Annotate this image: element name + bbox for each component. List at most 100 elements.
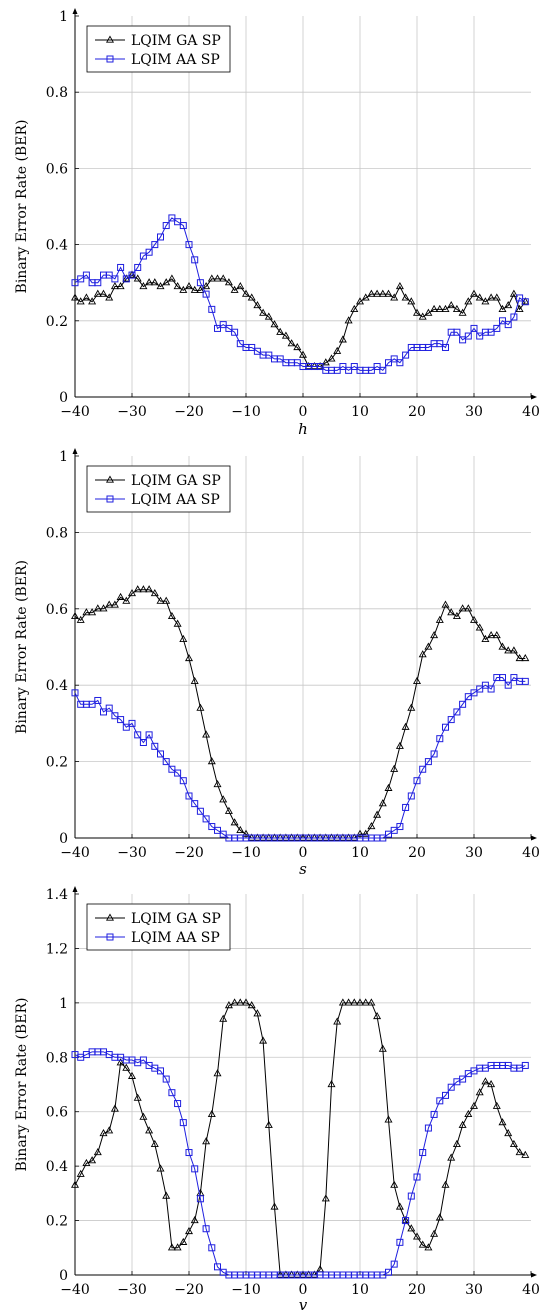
data-point — [127, 270, 137, 278]
data-point — [396, 1238, 404, 1246]
data-point — [487, 685, 495, 693]
data-point — [276, 1270, 285, 1278]
data-point — [402, 1217, 410, 1225]
data-point — [379, 834, 387, 842]
data-point — [475, 623, 484, 631]
data-point — [264, 312, 273, 320]
data-point — [350, 304, 359, 312]
data-point — [191, 800, 199, 808]
data-point — [407, 703, 416, 711]
data-point — [367, 289, 376, 297]
data-point — [390, 1260, 398, 1268]
data-point — [270, 1202, 279, 1210]
x-axis-arrow-icon — [531, 394, 537, 400]
data-point — [435, 304, 444, 312]
data-point — [442, 343, 449, 351]
data-point — [504, 1128, 513, 1137]
data-point — [145, 278, 154, 286]
data-point — [207, 1109, 216, 1118]
data-point — [304, 1270, 313, 1278]
data-point — [401, 1216, 410, 1224]
data-point — [385, 1268, 392, 1276]
data-point — [469, 289, 479, 297]
data-point — [145, 731, 153, 739]
data-point — [76, 297, 85, 305]
data-point — [407, 297, 416, 305]
data-point — [447, 716, 455, 724]
data-point — [122, 596, 131, 604]
data-point — [145, 248, 153, 256]
data-point — [265, 351, 273, 359]
data-point — [293, 1270, 302, 1278]
y-axis-arrow-icon — [72, 8, 78, 14]
data-point — [464, 332, 472, 340]
series-line — [74, 1051, 526, 1276]
legend-label: LQIM AA SP — [131, 930, 220, 946]
legend-marker — [106, 495, 114, 503]
data-point — [492, 293, 501, 301]
data-point — [492, 631, 501, 639]
chart-panel-1: −40 −30 −20 −10 0 10 20 30 40 0 0.2 0.4 0.6 0.8 1 h Bina… — [14, 8, 539, 438]
data-point — [134, 263, 142, 271]
data-point — [515, 304, 524, 312]
data-point — [361, 293, 370, 301]
data-point — [208, 823, 216, 831]
data-point — [82, 608, 91, 616]
data-point — [498, 304, 507, 312]
data-point — [504, 321, 512, 329]
data-point — [476, 332, 484, 340]
data-point — [316, 363, 324, 371]
data-point — [179, 1237, 188, 1245]
legend-marker — [105, 475, 115, 483]
data-point — [259, 308, 268, 316]
data-point — [191, 256, 199, 264]
x-tick-label: 10 — [351, 1282, 369, 1298]
data-point — [333, 366, 341, 374]
data-point — [515, 1148, 524, 1156]
data-point — [116, 281, 125, 290]
chart-panel-3: −40 −30 −20 −10 0 10 20 30 40 0 0.2 0.4 0.6 0.8 1 1.2 1.… — [14, 886, 539, 1314]
data-point — [430, 1110, 438, 1118]
data-point — [504, 646, 513, 654]
data-point — [390, 293, 399, 301]
data-point — [395, 741, 404, 749]
data-point — [111, 712, 119, 720]
data-point — [162, 1191, 171, 1199]
data-point — [190, 1216, 199, 1224]
x-tick-label: −10 — [231, 845, 261, 861]
data-point — [464, 1109, 473, 1118]
data-point — [100, 708, 107, 716]
data-point — [248, 343, 256, 351]
data-point — [401, 293, 410, 301]
data-point — [430, 750, 438, 758]
data-point — [213, 1069, 222, 1077]
data-point — [76, 1169, 85, 1177]
x-tick-label: −20 — [174, 845, 204, 861]
data-point — [316, 833, 325, 841]
data-point — [452, 304, 461, 312]
data-point — [185, 1149, 193, 1157]
series-line — [74, 676, 526, 839]
x-tick-label: −10 — [231, 1282, 261, 1298]
data-point — [412, 676, 422, 684]
data-point — [424, 642, 433, 650]
data-point — [219, 1014, 228, 1022]
y-tick-label: 0.2 — [46, 1214, 68, 1230]
data-point — [378, 799, 387, 807]
data-point — [196, 285, 205, 293]
data-point — [224, 806, 233, 814]
y-tick-label: 1 — [59, 996, 68, 1012]
data-point — [350, 363, 358, 371]
legend-marker — [105, 913, 115, 921]
data-point — [384, 783, 393, 791]
data-point — [327, 833, 336, 841]
data-point — [276, 355, 284, 363]
x-axis-arrow-icon — [531, 1272, 537, 1278]
series-aa-sp — [71, 1048, 529, 1279]
data-point — [493, 324, 501, 332]
data-point — [385, 830, 392, 838]
data-point — [174, 218, 182, 226]
data-point — [174, 1100, 182, 1108]
data-point — [447, 1083, 455, 1091]
data-point — [196, 279, 204, 287]
